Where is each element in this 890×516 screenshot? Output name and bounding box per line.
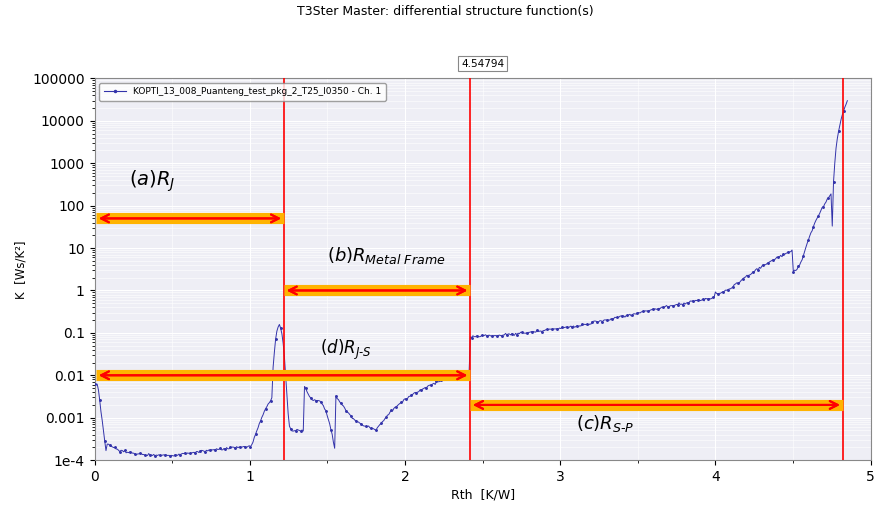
Text: 4.54794: 4.54794: [461, 59, 504, 69]
Y-axis label: K  [Ws/K²]: K [Ws/K²]: [15, 240, 28, 299]
Text: $\mathbf{\mathit{(b)R_{Metal\ Frame}}}$: $\mathbf{\mathit{(b)R_{Metal\ Frame}}}$: [328, 245, 446, 266]
Text: $\mathbf{\mathit{(d)R_{J\text{-}S}}}$: $\mathbf{\mathit{(d)R_{J\text{-}S}}}$: [320, 337, 371, 362]
Text: T3Ster Master: differential structure function(s): T3Ster Master: differential structure fu…: [296, 5, 594, 18]
Text: $\mathbf{\mathit{(c)R_{S\text{-}P}}}$: $\mathbf{\mathit{(c)R_{S\text{-}P}}}$: [576, 413, 635, 434]
Legend: KOPTI_13_008_Puanteng_test_pkg_2_T25_I0350 - Ch. 1: KOPTI_13_008_Puanteng_test_pkg_2_T25_I03…: [99, 83, 386, 101]
Text: $\mathbf{\mathit{(a)R_J}}$: $\mathbf{\mathit{(a)R_J}}$: [129, 168, 175, 194]
X-axis label: Rth  [K/W]: Rth [K/W]: [450, 488, 514, 501]
